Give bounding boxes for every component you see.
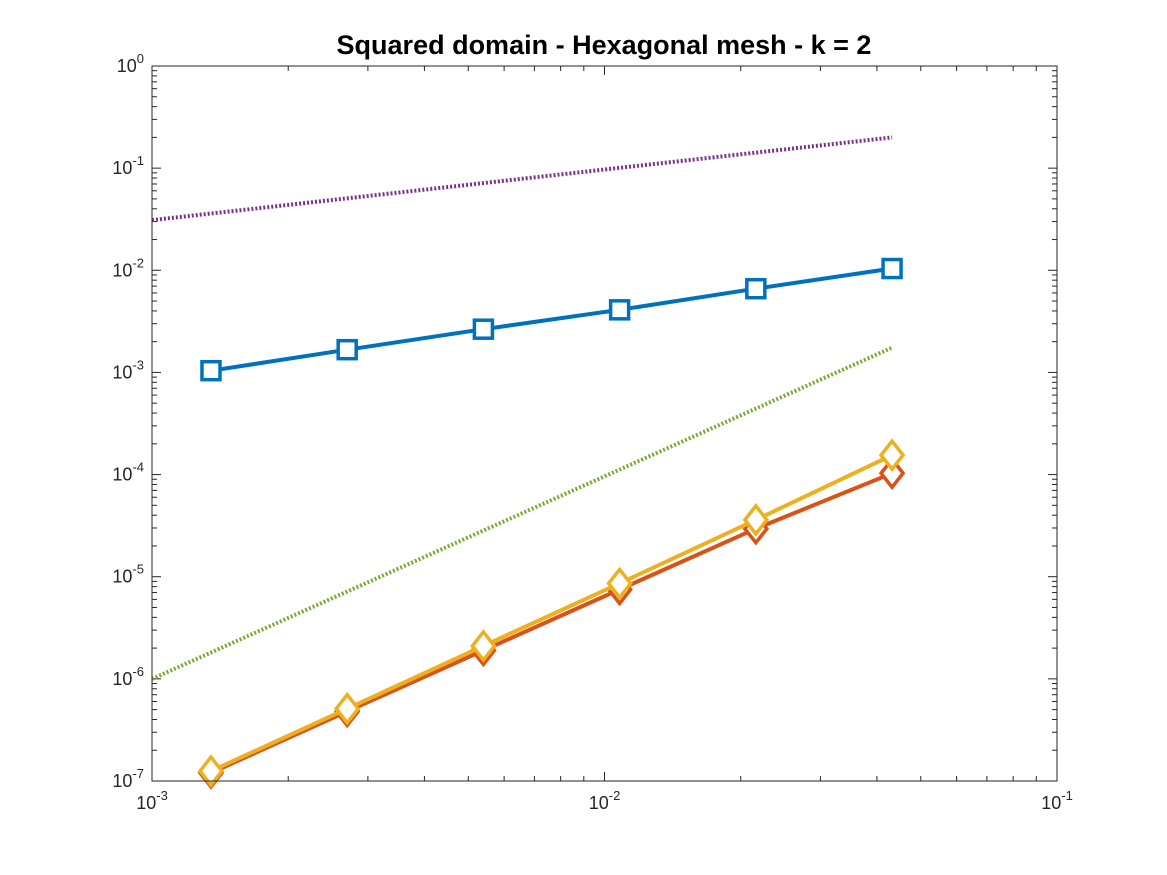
series-2-line: [210, 471, 893, 775]
series-1-square-marker: [200, 359, 222, 382]
y-tick-label: 10-5: [112, 562, 144, 587]
x-tick-label: 10-1: [1041, 788, 1073, 813]
series-1-square-marker: [336, 338, 358, 361]
series-1-square-marker: [745, 277, 767, 300]
y-tick-labels: 100 10-1 10-2 10-3 10-4 10-5 10-6 10-7: [112, 51, 144, 791]
series-1-square-marker: [608, 299, 631, 321]
y-tick-label: 10-1: [112, 153, 144, 178]
minor-ticks: [152, 66, 1057, 781]
plot-frame: [151, 65, 1058, 782]
series-1-square-marker: [881, 257, 903, 280]
series-5-line: [151, 345, 893, 681]
y-tick-label: 10-6: [112, 664, 144, 689]
chart-title: Squared domain - Hexagonal mesh - k = 2: [337, 30, 872, 60]
y-tick-label: 10-7: [112, 766, 144, 791]
series-1-square-marker: [472, 318, 495, 340]
x-tick-label: 10-3: [136, 788, 168, 813]
series-3-diamond-marker: [878, 438, 906, 472]
series-1-line: [210, 266, 893, 373]
y-tick-label: 10-3: [112, 357, 144, 382]
series-3-diamond-marker: [333, 691, 361, 726]
x-tick-label: 10-2: [589, 788, 621, 813]
series-1: [200, 257, 903, 382]
series-5: [151, 345, 893, 681]
series-3-line: [210, 453, 893, 773]
series-layer: [151, 135, 906, 790]
series-2-diamond-marker: [878, 456, 906, 491]
x-tick-labels: 10-3 10-2 10-1: [136, 788, 1073, 813]
y-tick-label: 10-2: [112, 255, 144, 280]
series-3: [197, 438, 906, 788]
series-3-diamond-marker: [197, 754, 225, 788]
y-tick-label: 10-4: [112, 460, 144, 485]
series-4-line: [151, 135, 893, 223]
series-4: [151, 135, 893, 223]
series-3-diamond-marker: [606, 566, 633, 601]
series-3-diamond-marker: [742, 503, 770, 537]
y-tick-label: 100: [117, 51, 144, 76]
plot-background: [152, 66, 1057, 781]
series-3-diamond-marker: [470, 629, 497, 663]
